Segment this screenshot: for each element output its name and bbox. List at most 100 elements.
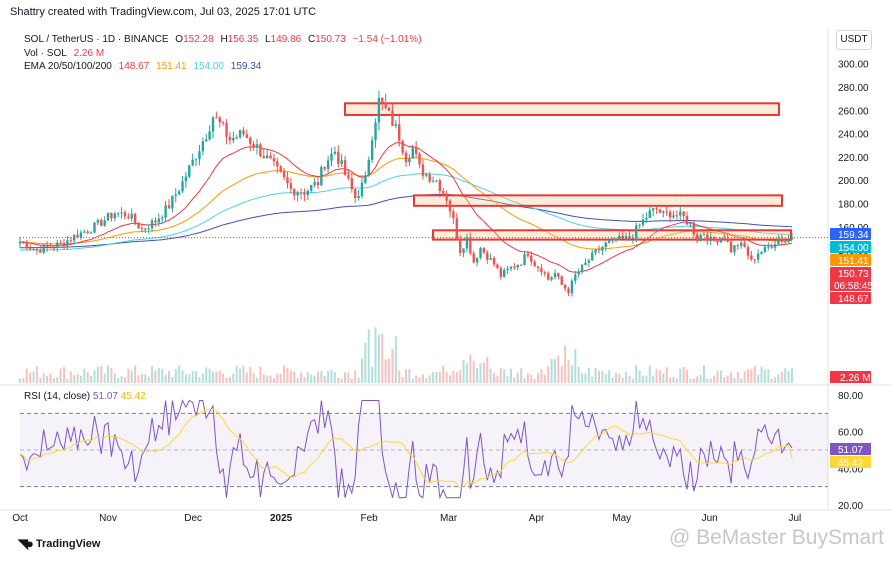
rsi-label[interactable]: RSI (14, close): [24, 391, 91, 402]
volume-bar: [83, 368, 86, 383]
candle-body: [438, 180, 442, 191]
volume-label[interactable]: Vol · SOL: [24, 48, 67, 59]
volume-bar: [212, 371, 214, 383]
volume-bar: [723, 377, 726, 383]
volume-bar: [493, 373, 496, 383]
candle-body: [716, 239, 719, 243]
volume-bar: [621, 377, 624, 383]
candle-body: [469, 237, 472, 254]
volume-bar: [151, 366, 154, 383]
candle-body: [679, 211, 682, 216]
volume-bar: [533, 378, 536, 383]
volume-bar: [777, 374, 780, 383]
volume-bar: [618, 373, 621, 383]
volume-bar: [550, 359, 553, 383]
candle-body: [655, 208, 658, 210]
volume-bar: [22, 378, 25, 383]
symbol-label[interactable]: SOL / TetherUS · 1D · BINANCE: [24, 34, 169, 45]
ema-label[interactable]: EMA 20/50/100/200: [24, 61, 112, 72]
volume-bar: [269, 375, 272, 383]
candle-body: [492, 258, 496, 265]
volume-bar: [719, 370, 722, 383]
candle-body: [787, 239, 790, 242]
candle-body: [394, 124, 398, 126]
candle-body: [540, 267, 543, 273]
candle-body: [455, 218, 458, 239]
volume-bar: [371, 366, 374, 383]
candle-body: [272, 158, 276, 162]
candle-body: [577, 271, 580, 275]
volume-bar: [377, 334, 380, 383]
volume-bar: [770, 378, 773, 383]
candle-body: [479, 247, 482, 258]
candle-body: [167, 205, 171, 209]
candle-body: [171, 195, 174, 209]
volume-bar: [652, 375, 655, 383]
candle-body: [157, 218, 161, 223]
tradingview-logo[interactable]: ◥● TradingView: [18, 536, 100, 552]
volume-bar: [360, 358, 363, 383]
resistance-zone: [344, 102, 780, 116]
volume-bar: [499, 368, 502, 383]
candle-body: [49, 246, 52, 248]
candle-body: [150, 220, 154, 229]
volume-bar: [587, 367, 590, 383]
candle-body: [293, 188, 296, 196]
volume-bar: [76, 374, 79, 383]
volume-bar: [157, 367, 160, 383]
candle-body: [452, 211, 455, 219]
ema50-value: 151.41: [156, 61, 187, 72]
currency-button[interactable]: USDT: [836, 30, 872, 50]
volume-bar: [320, 371, 323, 383]
candle-body: [279, 166, 282, 172]
candle-body: [631, 237, 635, 239]
candle-body: [25, 243, 28, 249]
candle-body: [445, 193, 448, 201]
volume-bar: [384, 359, 387, 383]
volume-bar: [465, 363, 468, 383]
candle-body: [69, 240, 72, 242]
volume-bar: [113, 373, 116, 383]
candle-body: [607, 240, 611, 243]
candle-body: [743, 242, 746, 247]
candle-body: [398, 124, 401, 141]
volume-bar: [449, 375, 452, 383]
candle-body: [458, 238, 462, 253]
candle-body: [360, 182, 364, 196]
countdown-label: 06:58:45: [834, 281, 873, 292]
candle-body: [733, 245, 736, 253]
open-label: O: [175, 34, 184, 45]
ema200-line: [19, 193, 793, 249]
candle-body: [211, 117, 215, 132]
volume-bar: [658, 370, 661, 383]
candle-body: [259, 144, 262, 157]
candle-body: [140, 228, 144, 230]
tradingview-brand: TradingView: [35, 538, 101, 550]
volume-bar: [672, 377, 675, 383]
candle-body: [597, 249, 601, 251]
candle-body: [52, 247, 56, 249]
volume-bar: [581, 373, 584, 383]
volume-bar: [435, 371, 438, 383]
volume-bar: [567, 360, 570, 383]
candle-body: [354, 189, 357, 199]
volume-bar: [39, 377, 42, 383]
volume-bar: [171, 377, 174, 383]
candle-body: [62, 242, 66, 246]
volume-bar: [405, 369, 407, 383]
candle-body: [489, 258, 492, 260]
candle-body: [28, 248, 32, 250]
volume-bar: [228, 377, 231, 383]
candle-body: [547, 273, 550, 280]
volume-bar: [327, 370, 330, 383]
candle-body: [513, 266, 516, 268]
volume-bar: [239, 368, 242, 383]
volume-bar: [791, 368, 793, 383]
candle-body: [651, 208, 655, 211]
volume-bar: [706, 378, 709, 383]
candle-body: [32, 248, 35, 250]
volume-bar: [272, 378, 275, 383]
candle-body: [712, 236, 716, 240]
price-tick-label: 220.00: [838, 153, 869, 164]
